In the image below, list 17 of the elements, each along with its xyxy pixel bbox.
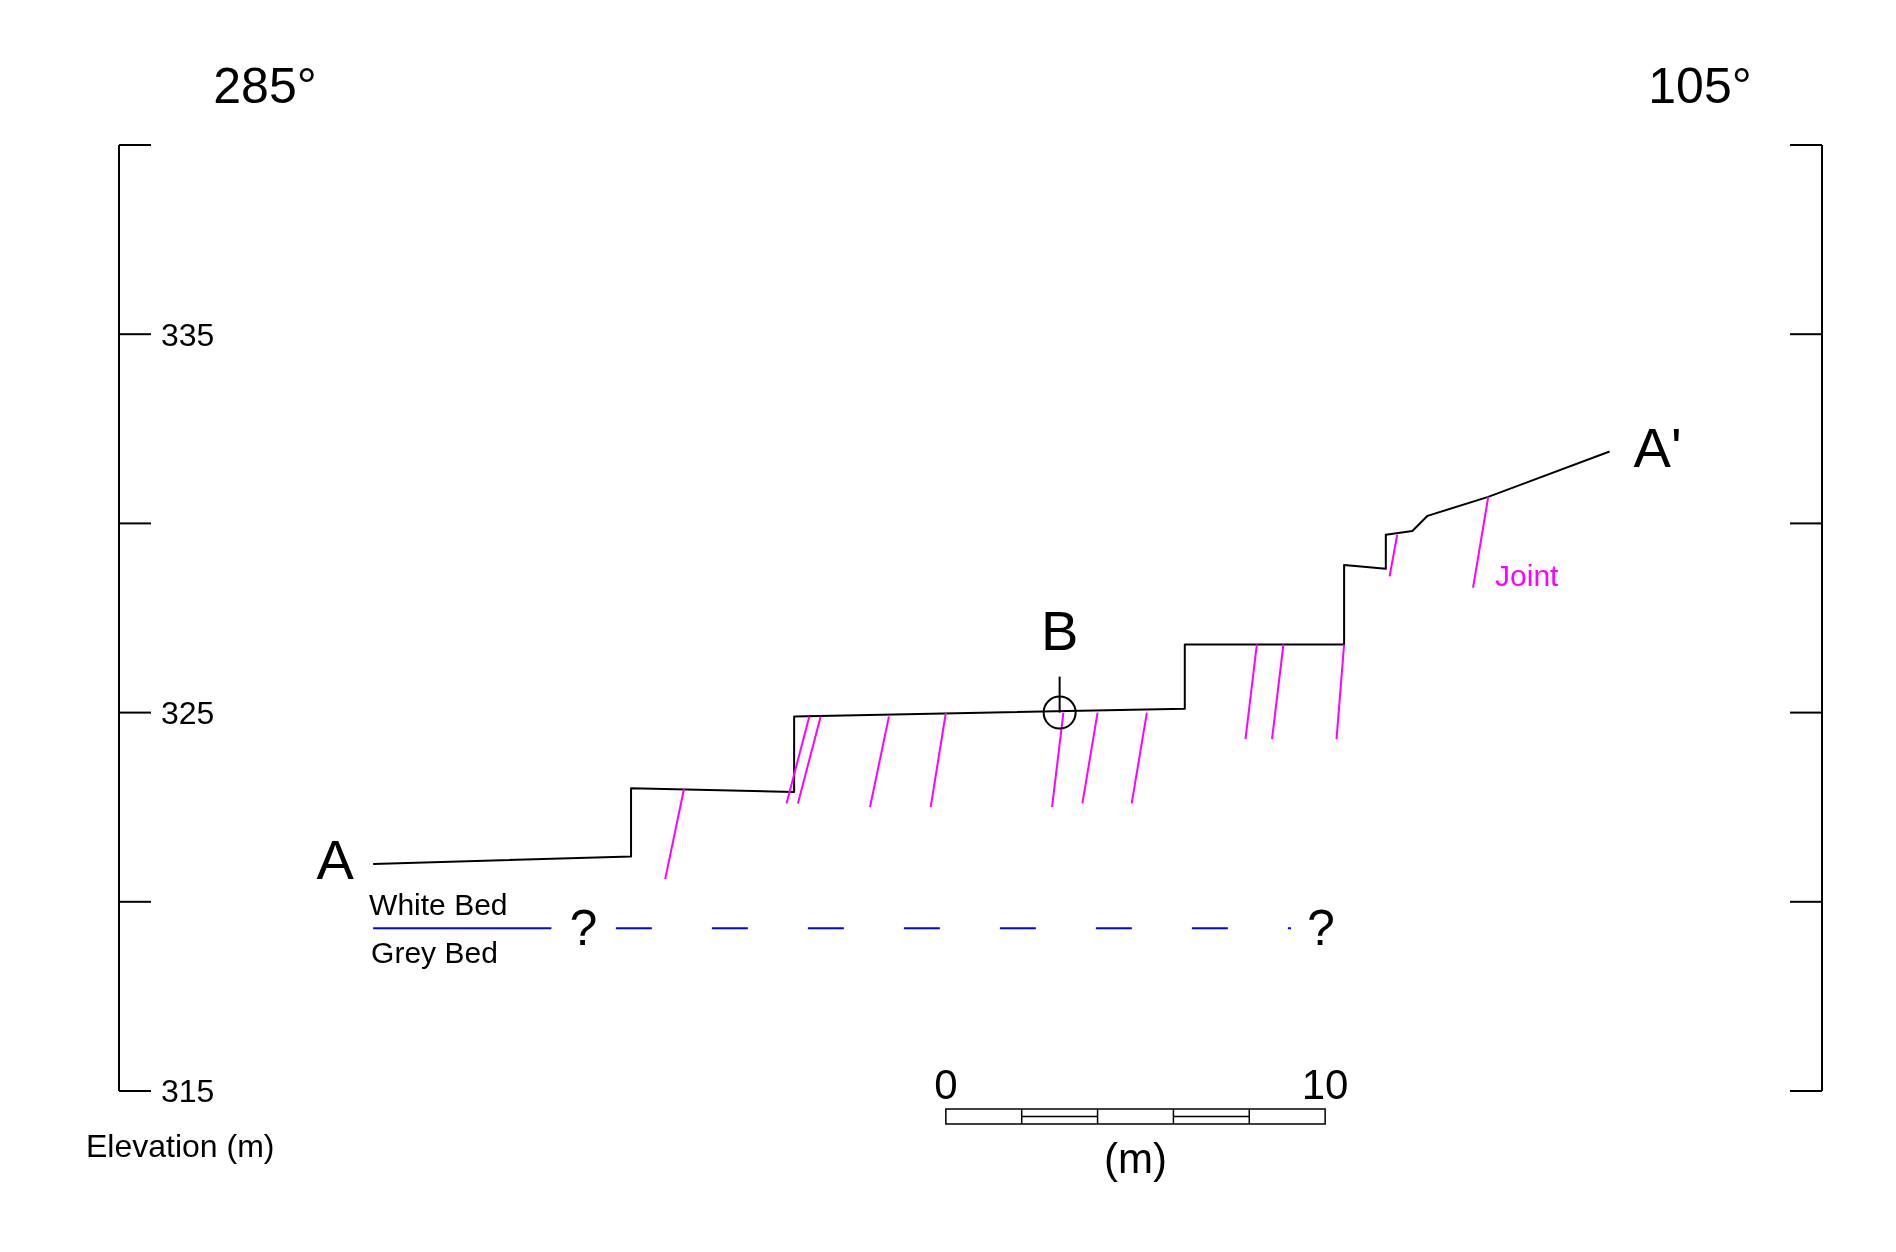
x-tick-label: 0 (934, 1061, 958, 1108)
annotation: White Bed (369, 887, 508, 921)
annotation: A' (1633, 416, 1682, 479)
annotation: Grey Bed (371, 935, 498, 969)
series-label: Joint (1495, 559, 1560, 593)
annotation: ? (569, 900, 598, 957)
annotation: ? (1307, 900, 1335, 957)
x-tick-label: 10 (1301, 1061, 1349, 1108)
y-axis-title: Elevation (m) (86, 1128, 275, 1164)
y-tick-label: 325 (161, 694, 215, 731)
x-axis-title: (m) (1104, 1135, 1167, 1182)
annotation: A (316, 828, 355, 892)
text: 105° (1648, 58, 1752, 114)
annotation: B (1040, 599, 1079, 663)
text: 285° (213, 58, 317, 114)
y-tick-label: 335 (161, 316, 215, 353)
y-tick-label: 315 (161, 1073, 215, 1110)
